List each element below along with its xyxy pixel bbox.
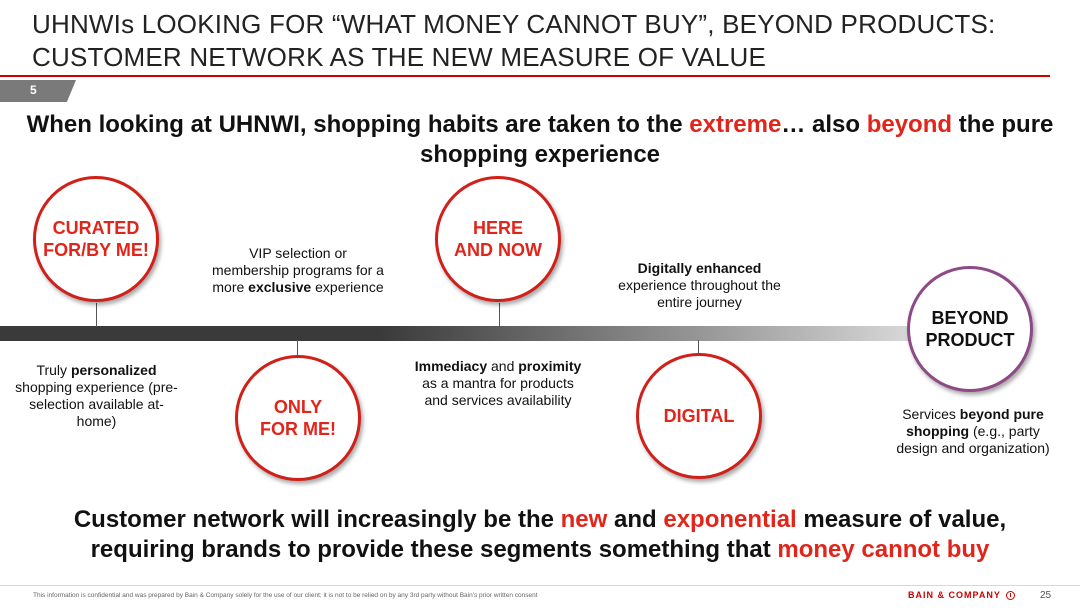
headline-text: When looking at UHNWI, shopping habits a… (26, 111, 690, 138)
stage-label: PRODUCT (925, 330, 1015, 350)
stage-description-only: VIP selection or membership programs for… (212, 245, 384, 295)
stage-circle-only: ONLY FOR ME! (235, 355, 361, 481)
stage-circle-here: HERE AND NOW (435, 176, 561, 302)
connector (297, 340, 298, 356)
bain-logo: BAIN & COMPANY (908, 590, 1015, 600)
slide-title: UHNWIs LOOKING FOR “WHAT MONEY CANNOT BU… (32, 8, 1052, 74)
stage-label: HERE (472, 218, 523, 238)
stage-circle-digital: DIGITAL (636, 353, 762, 479)
headline-highlight: beyond (866, 111, 953, 138)
page-number: 25 (1040, 590, 1052, 601)
connector (698, 340, 699, 354)
headline: When looking at UHNWI, shopping habits a… (20, 110, 1060, 170)
stage-label: FOR/BY ME! (43, 240, 149, 260)
stage-description-digital: Digitally enhanced experience throughout… (618, 260, 781, 310)
footer-divider (0, 585, 1080, 586)
stage-label: CURATED (52, 218, 140, 238)
title-divider (0, 75, 1050, 77)
connector (96, 303, 97, 327)
headline-highlight: extreme (689, 111, 782, 138)
section-number: 5 (30, 83, 37, 97)
brand-name: BAIN & COMPANY (908, 590, 1001, 600)
section-number-tab: 5 (0, 80, 76, 102)
slide-title-line2: CUSTOMER NETWORK AS THE NEW MEASURE OF V… (32, 42, 767, 72)
conclusion-statement: Customer network will increasingly be th… (73, 506, 1007, 563)
stage-description-beyond: Services beyond pure shopping (e.g., par… (896, 406, 1050, 456)
stage-label: AND NOW (454, 240, 542, 260)
headline-text: … also (781, 111, 867, 138)
slide-title-line1: UHNWIs LOOKING FOR “WHAT MONEY CANNOT BU… (32, 9, 996, 39)
timeline-bar (0, 326, 950, 341)
stage-circle-beyond: BEYOND PRODUCT (907, 266, 1033, 392)
stage-label: FOR ME! (260, 419, 336, 439)
stage-description-here: Immediacy and proximity as a mantra for … (414, 358, 582, 408)
stage-circle-curated: CURATED FOR/BY ME! (33, 176, 159, 302)
headline-text: the pure shopping experience (419, 111, 1054, 168)
confidentiality-disclaimer: This information is confidential and was… (33, 592, 538, 599)
bain-logo-icon (1005, 590, 1015, 600)
connector (499, 303, 500, 327)
stage-label: BEYOND (931, 308, 1009, 328)
stage-label: DIGITAL (663, 406, 735, 426)
stage-description-curated: Truly personalized shopping experience (… (15, 362, 178, 429)
stage-label: ONLY (273, 397, 323, 417)
